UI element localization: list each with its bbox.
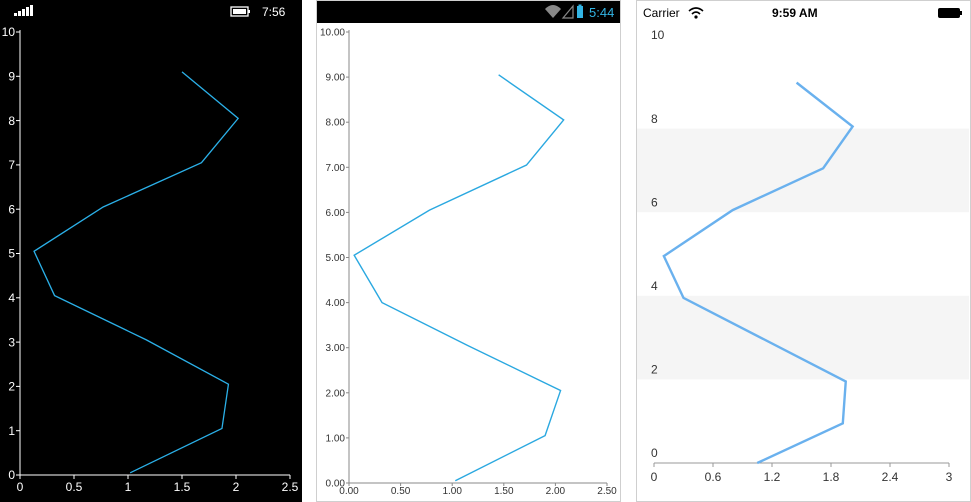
y-tick-label: 4.00 bbox=[326, 298, 346, 309]
no-signal-icon bbox=[561, 4, 574, 19]
status-time: 9:59 AM bbox=[772, 6, 818, 20]
y-tick-label: 10.00 bbox=[320, 28, 345, 39]
line-chart-windows: 0 1 2 3 4 5 6 7 8 9 10 0 0.5 1 1.5 2 2.5 bbox=[2, 25, 299, 494]
y-tick-label: 3.00 bbox=[326, 343, 346, 354]
y-tick-label: 2 bbox=[8, 380, 15, 394]
y-tick-label: 8 bbox=[651, 112, 658, 126]
y-tick-label: 4 bbox=[651, 279, 658, 293]
x-tick-label: 1.50 bbox=[494, 486, 514, 497]
x-tick-label: 2.5 bbox=[282, 480, 299, 494]
y-tick-label: 0.00 bbox=[326, 479, 346, 490]
windows-phone-screen: 7:56 0 1 2 3 4 5 6 7 8 9 10 0 0.5 1 1.5 2 2.5 bbox=[0, 0, 302, 502]
line-chart-android: 0.00 1.00 2.00 3.00 4.00 5.00 6.00 7.00 8.00 9.00… bbox=[320, 28, 617, 498]
x-tick-label: 1 bbox=[125, 480, 132, 494]
status-time: 7:56 bbox=[262, 5, 286, 19]
x-tick-label: 3 bbox=[946, 470, 953, 484]
series-line bbox=[33, 71, 240, 474]
x-tick-label: 2 bbox=[233, 480, 240, 494]
y-tick-label: 6 bbox=[651, 195, 658, 209]
x-tick-label: 0.6 bbox=[705, 470, 722, 484]
y-tick-label: 10 bbox=[651, 28, 665, 42]
y-tick-label: 1.00 bbox=[326, 433, 346, 444]
series-line bbox=[662, 81, 855, 465]
wifi-icon bbox=[688, 7, 704, 19]
y-tick-label: 8.00 bbox=[326, 118, 346, 129]
y-tick-label: 4 bbox=[8, 291, 15, 305]
y-tick-label: 9 bbox=[8, 70, 15, 84]
y-tick-label: 2 bbox=[651, 363, 658, 377]
x-tick-label: 1.2 bbox=[764, 470, 781, 484]
y-tick-label: 0 bbox=[651, 446, 658, 460]
x-tick-label: 0 bbox=[651, 470, 658, 484]
y-tick-label: 8 bbox=[8, 114, 15, 128]
x-tick-label: 1.5 bbox=[174, 480, 191, 494]
y-tick-label: 6 bbox=[8, 202, 15, 216]
x-tick-label: 0.5 bbox=[66, 480, 83, 494]
alt-band bbox=[637, 295, 969, 380]
x-tick-label: 2.50 bbox=[597, 486, 617, 497]
status-bar: 5:44 bbox=[317, 1, 620, 23]
y-tick-label: 6.00 bbox=[326, 208, 346, 219]
x-tick-label: 1.8 bbox=[823, 470, 840, 484]
ios-phone-screen: Carrier 9:59 AM 0 2 4 6 8 10 0 0.6 1.2 1.8 2.4 3 bbox=[636, 0, 971, 502]
y-tick-label: 2.00 bbox=[326, 388, 346, 399]
series-line bbox=[353, 74, 565, 482]
y-tick-label: 3 bbox=[8, 335, 15, 349]
y-tick-label: 10 bbox=[2, 25, 16, 39]
y-tick-label: 7.00 bbox=[326, 163, 346, 174]
x-tick-label: 1.00 bbox=[442, 486, 462, 497]
battery-icon bbox=[938, 8, 962, 18]
status-time: 5:44 bbox=[589, 5, 615, 20]
line-chart-ios: 0 2 4 6 8 10 0 0.6 1.2 1.8 2.4 3 bbox=[637, 28, 969, 484]
carrier-label: Carrier bbox=[643, 6, 680, 20]
y-tick-label: 1 bbox=[8, 424, 15, 438]
x-tick-label: 0.00 bbox=[339, 486, 359, 497]
status-bar: Carrier 9:59 AM bbox=[637, 1, 970, 25]
x-tick-label: 2.00 bbox=[546, 486, 566, 497]
x-tick-label: 2.4 bbox=[882, 470, 899, 484]
y-tick-label: 5 bbox=[8, 247, 15, 261]
x-tick-label: 0 bbox=[17, 480, 24, 494]
battery-icon bbox=[230, 6, 250, 17]
y-tick-label: 7 bbox=[8, 158, 15, 172]
alt-band bbox=[637, 128, 969, 213]
wifi-icon bbox=[545, 5, 561, 18]
y-tick-label: 5.00 bbox=[326, 253, 346, 264]
battery-icon bbox=[577, 4, 583, 18]
y-tick-label: 9.00 bbox=[326, 73, 346, 84]
status-bar: 7:56 bbox=[0, 0, 302, 24]
android-phone-screen: 5:44 0.00 1.00 2.00 3.00 4.00 5.00 6.00 7.00 8.0… bbox=[316, 0, 621, 502]
x-tick-label: 0.50 bbox=[391, 486, 411, 497]
signal-icon bbox=[14, 5, 33, 16]
y-tick-label: 0 bbox=[8, 468, 15, 482]
